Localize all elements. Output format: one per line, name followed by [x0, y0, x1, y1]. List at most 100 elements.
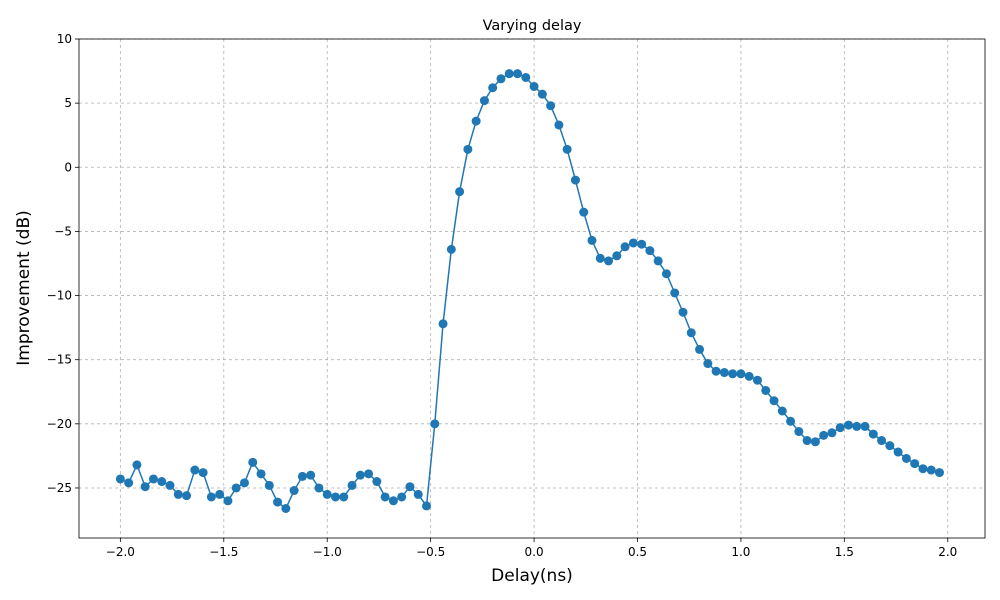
data-point	[198, 468, 208, 478]
data-point	[347, 480, 357, 490]
data-point	[934, 468, 944, 478]
data-point	[297, 471, 307, 481]
data-point	[339, 492, 349, 502]
data-point	[728, 369, 738, 379]
data-point	[620, 242, 630, 252]
data-point	[124, 478, 134, 488]
x-tick-label: −1.5	[209, 545, 238, 559]
data-point	[802, 436, 812, 446]
data-point	[827, 428, 837, 438]
data-point	[868, 429, 878, 439]
y-tick-label: 5	[64, 96, 72, 110]
data-point	[157, 477, 167, 487]
data-point	[777, 406, 787, 416]
x-tick-label: −0.5	[416, 545, 445, 559]
data-point	[513, 69, 523, 79]
data-point	[165, 480, 175, 490]
data-point	[380, 492, 390, 502]
data-point	[901, 453, 911, 463]
data-point	[405, 482, 415, 492]
data-point	[645, 246, 655, 256]
x-tick-label: 2.0	[938, 545, 957, 559]
data-point	[438, 319, 448, 329]
data-point	[604, 256, 614, 266]
data-point	[314, 483, 324, 493]
data-point	[786, 416, 796, 426]
y-tick-label: −25	[47, 481, 72, 495]
data-point	[364, 469, 374, 479]
data-point	[810, 437, 820, 447]
y-tick-label: 10	[57, 32, 72, 46]
data-point	[612, 251, 622, 261]
y-tick-label: 0	[64, 160, 72, 174]
data-point	[182, 491, 192, 501]
data-point	[595, 253, 605, 263]
data-point	[264, 480, 274, 490]
x-tick-label: 0.0	[525, 545, 544, 559]
data-point	[206, 492, 216, 502]
data-point	[306, 470, 316, 480]
data-point	[521, 72, 531, 82]
data-point	[132, 460, 142, 470]
data-point	[471, 116, 481, 126]
data-point	[248, 457, 258, 467]
data-point	[860, 421, 870, 431]
data-point	[372, 477, 382, 487]
data-point	[140, 482, 150, 492]
data-point	[570, 175, 580, 185]
x-tick-label: −1.0	[313, 545, 342, 559]
data-point	[686, 328, 696, 338]
data-point	[587, 235, 597, 245]
data-point	[330, 492, 340, 502]
data-point	[695, 344, 705, 354]
data-point	[397, 492, 407, 502]
data-point	[223, 496, 233, 506]
data-point	[661, 269, 671, 279]
data-point	[289, 486, 299, 496]
data-point	[744, 371, 754, 381]
data-point	[148, 474, 158, 484]
data-point	[446, 244, 456, 254]
data-point	[819, 430, 829, 440]
data-point	[761, 385, 771, 395]
data-line	[120, 72, 940, 510]
data-point	[711, 366, 721, 376]
data-point	[794, 427, 804, 437]
data-point	[579, 207, 589, 217]
data-point	[173, 489, 183, 499]
plot-frame	[78, 38, 986, 539]
data-point	[504, 69, 514, 79]
data-point	[885, 441, 895, 451]
data-point	[422, 501, 432, 511]
data-point	[388, 496, 398, 506]
data-point	[670, 288, 680, 298]
data-point	[215, 489, 225, 499]
data-point	[231, 483, 241, 493]
x-tick-label: 1.0	[731, 545, 750, 559]
data-point	[653, 256, 663, 266]
data-point	[488, 83, 498, 93]
data-point	[537, 89, 547, 99]
data-point	[463, 144, 473, 154]
data-point	[926, 465, 936, 475]
data-point	[529, 81, 539, 91]
data-point	[546, 101, 556, 111]
data-point	[496, 74, 506, 84]
y-tick-label: −10	[47, 289, 72, 303]
data-point	[893, 447, 903, 457]
data-point	[256, 469, 266, 479]
data-point	[752, 375, 762, 385]
data-point	[190, 465, 200, 475]
data-point	[736, 369, 746, 379]
chart-title: Varying delay	[483, 18, 582, 34]
y-tick-label: −20	[47, 417, 72, 431]
y-tick-label: −15	[47, 353, 72, 367]
data-point	[719, 368, 729, 378]
data-point	[852, 421, 862, 431]
data-point	[769, 396, 779, 406]
data-point	[479, 96, 489, 106]
data-point	[455, 187, 465, 197]
y-tick-label: −5	[54, 224, 72, 238]
data-point	[703, 359, 713, 369]
data-point	[413, 489, 423, 499]
